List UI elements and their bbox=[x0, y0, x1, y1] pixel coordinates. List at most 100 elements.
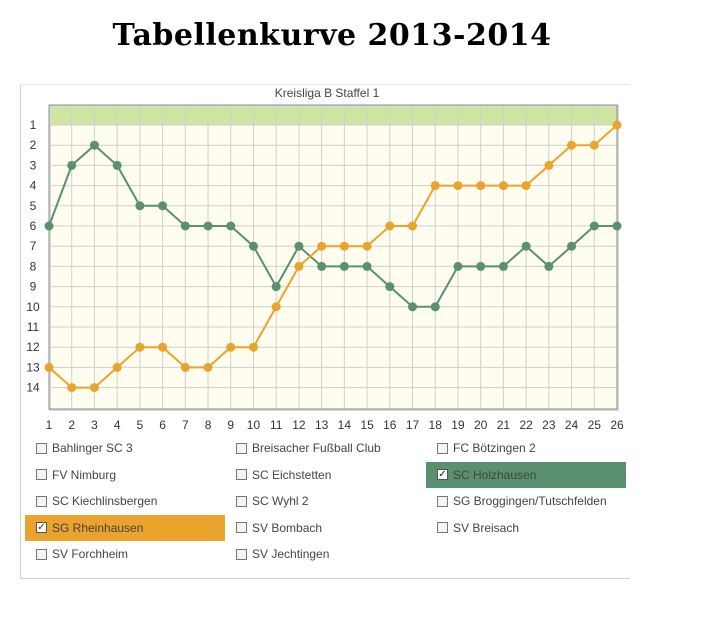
x-tick-label: 1 bbox=[46, 418, 53, 432]
legend-item-sc-holzhausen[interactable]: ✓ SC Holzhausen bbox=[426, 461, 626, 488]
legend-item-sg-broggingen-tutschfelden[interactable]: SG Broggingen/Tutschfelden bbox=[426, 488, 626, 514]
data-point bbox=[498, 261, 508, 271]
legend-item-breisacher-fussball-club[interactable]: Breisacher Fußball Club bbox=[225, 435, 425, 461]
legend-item-sv-breisach[interactable]: SV Breisach bbox=[426, 515, 626, 541]
x-tick-label: 16 bbox=[383, 418, 397, 432]
data-point bbox=[408, 302, 418, 312]
data-point bbox=[294, 241, 304, 251]
data-point bbox=[67, 160, 77, 170]
legend-item-sc-kiechlinsbergen[interactable]: SC Kiechlinsbergen bbox=[25, 488, 225, 514]
plot-frame bbox=[48, 104, 618, 410]
x-tick-label: 11 bbox=[270, 418, 283, 432]
data-point bbox=[44, 362, 54, 372]
data-point bbox=[135, 342, 145, 352]
y-tick-label: 14 bbox=[26, 381, 40, 395]
data-point bbox=[362, 261, 372, 271]
y-tick-label: 9 bbox=[30, 280, 37, 294]
legend-checkbox[interactable] bbox=[36, 469, 47, 480]
line-chart: Kreisliga B Staffel 1 123456789101112131… bbox=[26, 86, 624, 432]
y-tick-label: 10 bbox=[26, 300, 40, 314]
y-tick-label: 11 bbox=[27, 320, 40, 334]
data-point bbox=[317, 261, 327, 271]
data-point bbox=[453, 261, 463, 271]
legend-item-sv-forchheim[interactable]: SV Forchheim bbox=[25, 541, 225, 567]
data-point bbox=[248, 241, 258, 251]
legend-item-sg-rheinhausen[interactable]: ✓ SG Rheinhausen bbox=[25, 514, 225, 541]
data-point bbox=[67, 383, 77, 393]
legend-checkbox[interactable] bbox=[437, 442, 448, 454]
plot-shadow bbox=[49, 105, 619, 411]
legend-item-sc-eichstetten[interactable]: SC Eichstetten bbox=[225, 462, 425, 488]
legend-checkbox[interactable] bbox=[236, 522, 247, 533]
legend-checkbox[interactable]: ✓ bbox=[36, 521, 47, 533]
legend-label: SC Kiechlinsbergen bbox=[52, 494, 158, 508]
x-tick-label: 14 bbox=[338, 418, 352, 432]
data-point bbox=[203, 221, 213, 231]
legend-checkbox[interactable] bbox=[236, 469, 247, 480]
legend-label: SV Bombach bbox=[252, 520, 323, 535]
data-point bbox=[180, 362, 190, 372]
data-point bbox=[612, 120, 622, 130]
legend-label: Breisacher Fußball Club bbox=[252, 441, 381, 455]
data-point bbox=[271, 282, 281, 292]
legend-label: SG Broggingen/Tutschfelden bbox=[453, 494, 607, 508]
legend-label: SV Jechtingen bbox=[252, 547, 330, 561]
legend-item-bahlinger-sc-3[interactable]: Bahlinger SC 3 bbox=[25, 435, 225, 461]
x-tick-label: 9 bbox=[227, 418, 234, 432]
x-tick-label: 20 bbox=[474, 418, 488, 432]
data-point bbox=[476, 261, 486, 271]
y-tick-label: 13 bbox=[26, 360, 40, 374]
data-point bbox=[226, 342, 236, 352]
x-tick-label: 25 bbox=[588, 418, 602, 432]
series-sc-holzhausen bbox=[44, 140, 622, 312]
data-point bbox=[158, 201, 168, 211]
x-tick-label: 10 bbox=[247, 418, 261, 432]
page-title: Tabellenkurve 2013-2014 bbox=[112, 18, 552, 53]
y-tick-label: 7 bbox=[30, 239, 37, 253]
legend-item-fv-nimburg[interactable]: FV Nimburg bbox=[25, 462, 225, 488]
data-point bbox=[589, 140, 599, 150]
legend-label: SV Breisach bbox=[453, 520, 520, 535]
legend-checkbox[interactable] bbox=[437, 495, 448, 507]
legend-item-sv-bombach[interactable]: SV Bombach bbox=[225, 515, 425, 541]
x-tick-label: 26 bbox=[610, 418, 624, 432]
data-point bbox=[430, 181, 440, 191]
x-tick-label: 8 bbox=[205, 418, 212, 432]
x-tick-label: 19 bbox=[451, 418, 465, 432]
legend-checkbox[interactable] bbox=[36, 548, 47, 560]
data-point bbox=[112, 362, 122, 372]
y-tick-label: 1 bbox=[30, 118, 37, 132]
x-tick-label: 12 bbox=[292, 418, 306, 432]
legend-checkbox[interactable] bbox=[236, 442, 247, 454]
data-point bbox=[498, 181, 508, 191]
data-point bbox=[89, 383, 99, 393]
data-point bbox=[567, 140, 577, 150]
data-point bbox=[135, 201, 145, 211]
x-tick-label: 3 bbox=[91, 418, 98, 432]
data-point bbox=[271, 302, 281, 312]
legend-item-sc-wyhl-2[interactable]: SC Wyhl 2 bbox=[225, 488, 425, 514]
data-point bbox=[612, 221, 622, 231]
x-tick-label: 6 bbox=[159, 418, 166, 432]
x-tick-label: 4 bbox=[114, 418, 121, 432]
data-point bbox=[521, 181, 531, 191]
data-point bbox=[544, 261, 554, 271]
top-rank-band bbox=[49, 105, 617, 125]
legend-checkbox[interactable] bbox=[236, 548, 247, 560]
legend-checkbox[interactable] bbox=[236, 495, 247, 507]
data-point bbox=[385, 221, 395, 231]
x-tick-label: 13 bbox=[315, 418, 329, 432]
legend-label: SC Wyhl 2 bbox=[252, 494, 309, 508]
x-tick-label: 24 bbox=[565, 418, 579, 432]
legend-item-fc-botzingen-2[interactable]: FC Bötzingen 2 bbox=[426, 435, 626, 461]
legend-checkbox[interactable] bbox=[36, 495, 47, 507]
data-point bbox=[339, 261, 349, 271]
legend-checkbox[interactable] bbox=[36, 442, 47, 454]
y-tick-label: 8 bbox=[30, 259, 37, 273]
chart-panel: Kreisliga B Staffel 1 1 2 3 4 5 6 7 8 9 10 11 12 13 1… bbox=[20, 84, 630, 579]
legend-checkbox[interactable]: ✓ bbox=[437, 468, 448, 480]
legend-checkbox[interactable] bbox=[437, 522, 448, 533]
data-point bbox=[248, 342, 258, 352]
legend-item-sv-jechtingen[interactable]: SV Jechtingen bbox=[225, 541, 425, 567]
legend-label: SG Rheinhausen bbox=[52, 520, 144, 535]
